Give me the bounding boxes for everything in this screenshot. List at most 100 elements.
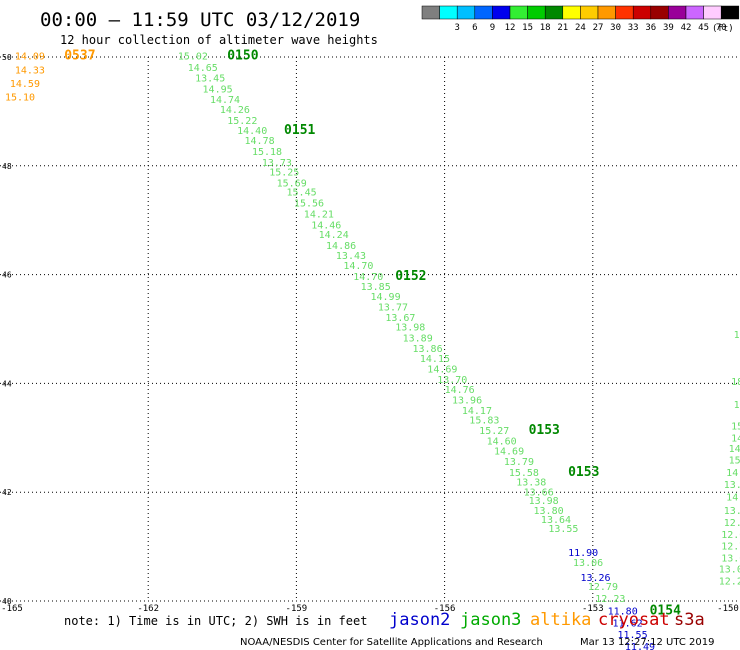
- swh-label: 12.74: [721, 541, 740, 552]
- swh-label: 14.74: [210, 95, 240, 106]
- swh-label: 12.23: [595, 594, 625, 605]
- swh-label: 15.18: [252, 147, 282, 158]
- swh-label: 14.99: [371, 292, 401, 303]
- swh-label: 14.09: [15, 52, 45, 63]
- swh-label: 11.80: [608, 607, 638, 618]
- time-label: 0150: [227, 49, 258, 64]
- swh-label: 14.08: [726, 468, 740, 479]
- swh-label: 13.80: [534, 506, 564, 517]
- swh-label: 13.85: [361, 282, 391, 293]
- swh-label: 13.26: [580, 573, 610, 584]
- swh-label: 15.83: [469, 416, 499, 427]
- swh-label: 15.58: [509, 468, 539, 479]
- y-tick-label: 50: [2, 53, 12, 62]
- swh-label: 14.9: [731, 434, 740, 445]
- swh-label: 15.69: [277, 178, 307, 189]
- colorbar-swatch: [597, 5, 616, 20]
- colorbar-swatch: [421, 5, 440, 20]
- page-subtitle: 12 hour collection of altimeter wave hei…: [60, 33, 378, 47]
- swh-label: 13.80: [724, 480, 740, 491]
- swh-label: 14.17: [462, 406, 492, 417]
- swh-label: 14.76: [445, 385, 475, 396]
- swh-label: 15.25: [269, 168, 299, 179]
- time-labels: 0537 0150 0151 0152 0153 0153 0154: [64, 49, 681, 619]
- swh-label: 13.70: [437, 375, 467, 386]
- swh-label: 14.59: [10, 79, 40, 90]
- swh-label: 13.04: [721, 553, 740, 564]
- swh-label: 13.66: [524, 487, 554, 498]
- colorbar-unit: (ft): [712, 24, 734, 34]
- footer-timestamp: Mar 13 12:27:12 UTC 2019: [580, 637, 715, 648]
- colorbar-swatch: [439, 5, 458, 20]
- colorbar-swatch: [474, 5, 493, 20]
- x-tick-label: -153: [582, 604, 604, 614]
- swh-label: 15.4: [731, 422, 740, 433]
- swh-label: 14.69: [427, 365, 457, 376]
- swh-label: 15.56: [294, 199, 324, 210]
- colorbar-label: 42: [681, 23, 692, 33]
- swh-label: 13.06: [719, 565, 740, 576]
- swh-label: 14.78: [245, 136, 275, 147]
- swh-label: 15.02: [178, 52, 208, 63]
- legend-altika: altika: [530, 610, 591, 630]
- colorbar-label: 30: [610, 23, 621, 33]
- swh-label: 15.: [734, 330, 740, 341]
- colorbar-label: 21: [557, 23, 568, 33]
- swh-label: 12.23: [719, 577, 740, 588]
- x-tick-label: -156: [434, 604, 456, 614]
- swh-label: 13.89: [403, 334, 433, 345]
- swh-label: 14.24: [319, 230, 349, 241]
- swh-label: 14.: [734, 400, 740, 411]
- legend-note: note: 1) Time is in UTC; 2) SWH is in fe…: [64, 614, 367, 628]
- colorbar-label: 12: [505, 23, 516, 33]
- swh-label: 14.86: [326, 241, 356, 252]
- colorbar-swatch: [703, 5, 722, 20]
- swh-label: 14.70: [343, 261, 373, 272]
- colorbar-swatch: [615, 5, 634, 20]
- colorbar-swatch: [632, 5, 652, 20]
- time-label: 0154: [650, 604, 681, 619]
- y-tick-label: 42: [2, 488, 12, 497]
- colorbar-label: 27: [593, 23, 604, 33]
- swh-label: 13.86: [412, 344, 442, 355]
- axis-tick-labels: -165 -162 -159 -156 -153 -150 40 42 44 46 48 50: [1, 53, 739, 614]
- swh-label: 14.65: [188, 63, 218, 74]
- swh-label: 11.90: [568, 548, 598, 559]
- swh-label: 13.98: [529, 496, 559, 507]
- swh-label: 13.79: [504, 457, 534, 468]
- swh-label: 13.64: [541, 515, 571, 526]
- legend-jason2: jason2: [389, 610, 450, 630]
- swh-label: 15.45: [287, 188, 317, 199]
- swh-label: 18.: [731, 377, 740, 388]
- colorbar-swatch: [492, 5, 511, 20]
- swh-label: 13.43: [336, 251, 366, 262]
- x-tick-label: -150: [717, 604, 739, 614]
- colorbar-label: 24: [575, 23, 586, 33]
- y-tick-label: 44: [2, 379, 12, 388]
- y-tick-label: 40: [2, 597, 12, 606]
- y-tick-label: 46: [2, 271, 12, 280]
- swh-label: 13.55: [548, 524, 578, 535]
- colorbar: 3 6 9 12 15 18 21 24 27 30 33 36 39 42 45 70: [421, 5, 740, 33]
- colorbar-swatch: [509, 5, 528, 20]
- swh-label: 14.40: [237, 126, 267, 137]
- swh-label: 11.62: [613, 619, 643, 630]
- swh-label: 13.77: [378, 303, 408, 314]
- time-label: 0153: [529, 423, 560, 438]
- time-label: 0151: [284, 123, 315, 138]
- swh-label: 12.79: [588, 582, 618, 593]
- swh-label: 13.45: [195, 73, 225, 84]
- x-tick-label: -162: [137, 604, 159, 614]
- swh-label: 15.27: [479, 426, 509, 437]
- swh-label: 14.70: [353, 272, 383, 283]
- swh-label: 11.55: [618, 630, 648, 641]
- x-tick-label: -159: [286, 604, 308, 614]
- colorbar-swatch: [544, 5, 564, 20]
- swh-label: 14.69: [494, 447, 524, 458]
- colorbar-swatch: [456, 5, 476, 20]
- swh-label: 12.09: [721, 530, 740, 541]
- swh-labels: 14.0914.3314.5915.1015.0214.6513.4514.95…: [5, 52, 740, 650]
- swh-label: 14.95: [203, 84, 233, 95]
- colorbar-swatch: [650, 5, 669, 20]
